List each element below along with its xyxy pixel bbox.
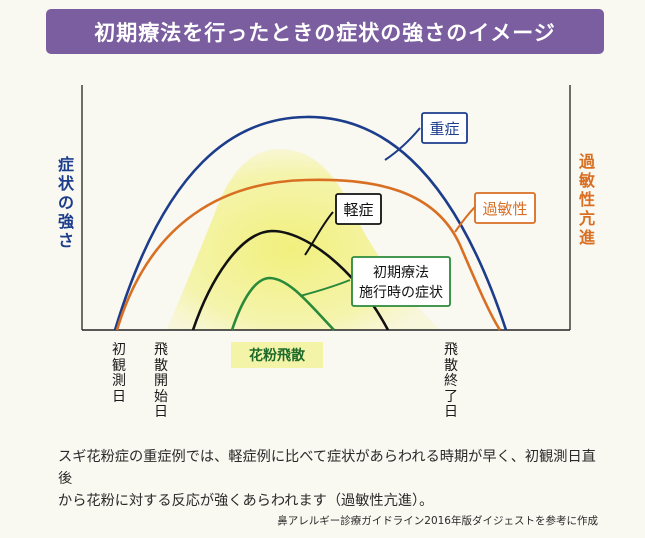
dispersal-start-label: 飛散開始日 [154,342,168,420]
mild-leader [304,211,334,256]
left-axis-label: 症状の強さ [57,155,74,250]
early-therapy-leader [299,279,351,297]
mild-callout-box [335,193,382,225]
title-banner: 初期療法を行ったときの症状の強さのイメージ [46,9,604,54]
caption-line-1: スギ花粉症の重症例では、軽症例に比べて症状があらわれる時期が早く、初観測日直後 [58,449,596,487]
early-therapy-callout-line2: 施行時の症状 [359,285,443,301]
severe-callout-box [421,112,468,144]
caption: スギ花粉症の重症例では、軽症例に比べて症状があらわれる時期が早く、初観測日直後 … [58,446,606,512]
pollen-dispersal-label: 花粉飛散 [231,342,323,368]
hypersensitivity-curve [115,178,502,331]
mild-callout-label: 軽症 [343,201,373,219]
severe-leader [384,127,421,161]
hypersensitivity-leader [454,206,476,233]
caption-line-2: から花粉に対する反応が強くあらわれます（過敏性亢進）。 [58,493,434,509]
right-axis-label: 過敏性亢進 [578,152,595,247]
early-therapy-callout-line1: 初期療法 [373,264,429,281]
severe-curve [113,115,508,331]
early-therapy-curve [230,276,335,331]
diagram-title: 初期療法を行ったときの症状の強さのイメージ [94,20,556,45]
hypersensitivity-callout-label: 過敏性 [482,200,527,218]
hypersensitivity-callout-box [474,192,536,224]
observation-start-label: 初観測日 [112,342,126,405]
dispersal-end-label: 飛散終了日 [444,342,458,420]
early-therapy-callout-box [351,256,451,307]
source-note: 鼻アレルギー診療ガイドライン2016年版ダイジェストを参考に作成 [277,515,598,527]
severe-callout-label: 重症 [429,120,459,138]
